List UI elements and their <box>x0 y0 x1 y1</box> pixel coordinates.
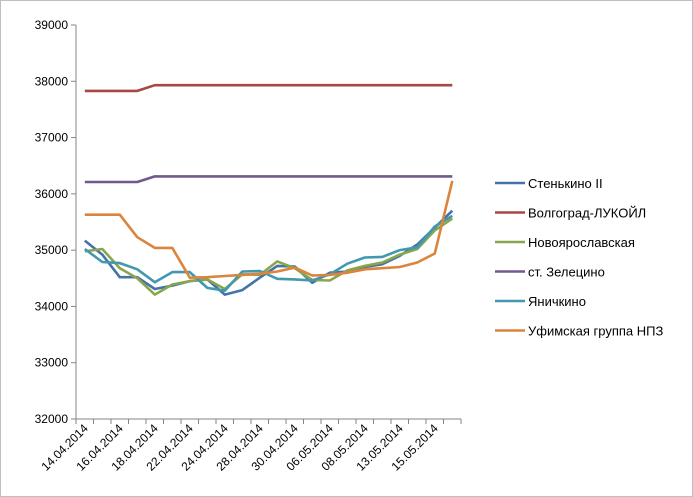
y-tick-label: 36000 <box>35 187 69 201</box>
legend-label: Стенькино II <box>528 176 603 191</box>
y-tick-label: 35000 <box>35 243 69 257</box>
legend-label: Уфимская группа НПЗ <box>528 324 663 339</box>
y-tick-label: 39000 <box>35 18 69 32</box>
legend: Стенькино II Волгоград-ЛУКОЙЛ Новояросла… <box>495 176 663 339</box>
series-line <box>84 180 454 280</box>
series-line <box>84 175 453 184</box>
y-tick-label: 37000 <box>35 131 69 145</box>
y-tick-label: 34000 <box>35 299 69 313</box>
axes <box>71 24 462 424</box>
y-tick-label: 33000 <box>35 356 69 370</box>
series-line <box>84 214 453 293</box>
x-axis-ticks: 14.04.2014 16.04.2014 18.04.2014 22.04.2… <box>39 421 442 474</box>
legend-label: Яничкино <box>528 294 586 309</box>
y-tick-label: 38000 <box>35 74 69 88</box>
series-line <box>84 217 454 296</box>
legend-label: Новоярославская <box>528 235 635 250</box>
series-line <box>84 83 453 93</box>
legend-label: Волгоград-ЛУКОЙЛ <box>528 206 646 221</box>
y-tick-label: 32000 <box>35 412 69 426</box>
y-axis-ticks: 32000 33000 34000 35000 36000 37000 3800… <box>35 18 69 426</box>
legend-label: ст. Зелецино <box>528 265 605 280</box>
series-lines <box>83 83 454 296</box>
